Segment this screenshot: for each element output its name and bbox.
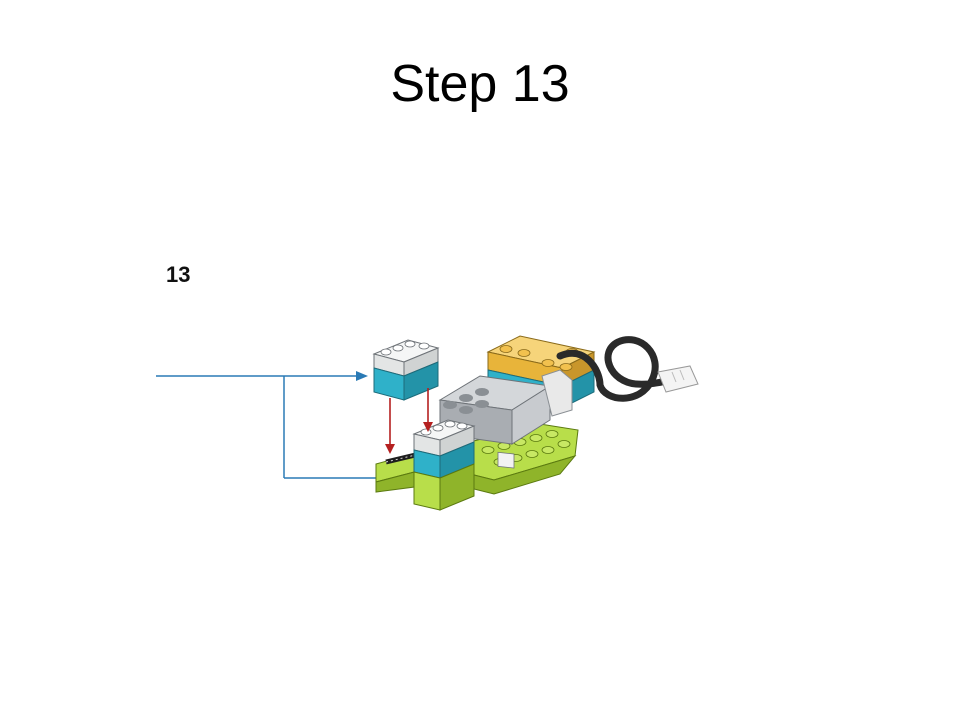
insert-arrows xyxy=(385,388,433,454)
motor-cable xyxy=(556,336,676,402)
front-brick-stack xyxy=(412,419,476,511)
callout-arrow-top-icon xyxy=(356,371,368,381)
step-number: 13 xyxy=(166,262,191,287)
left-beam xyxy=(375,449,429,493)
slide-title: Step 13 xyxy=(390,55,570,113)
new-brick-stack xyxy=(372,339,440,401)
motor xyxy=(438,369,573,469)
cable-connector xyxy=(657,365,699,393)
callout-arrows xyxy=(156,375,408,479)
